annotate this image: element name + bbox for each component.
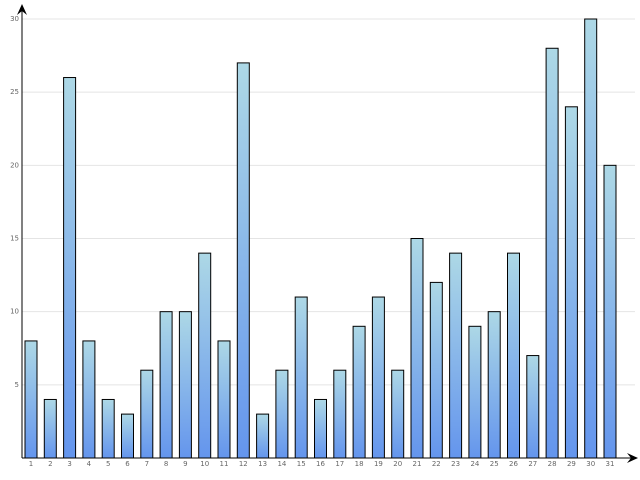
bar <box>603 164 617 459</box>
x-tick-label: 2 <box>48 460 52 468</box>
y-tick-label: 10 <box>10 308 19 316</box>
bar <box>101 398 115 459</box>
x-tick-label: 20 <box>393 460 402 468</box>
x-tick-label: 23 <box>451 460 460 468</box>
x-tick-label: 21 <box>413 460 422 468</box>
x-tick-label: 8 <box>164 460 168 468</box>
bar <box>63 77 77 459</box>
bar <box>526 355 540 459</box>
bar <box>449 252 463 459</box>
x-tick-label: 19 <box>374 460 383 468</box>
x-tick-label: 1 <box>29 460 33 468</box>
y-tick-label: 30 <box>10 15 19 23</box>
bar <box>545 47 559 459</box>
bar <box>178 311 192 459</box>
bar <box>371 296 385 459</box>
bar <box>507 252 520 459</box>
x-tick-label: 12 <box>239 460 248 468</box>
bar <box>121 413 134 459</box>
bar <box>82 340 96 459</box>
y-tick-label: 25 <box>10 88 19 96</box>
x-tick-label: 16 <box>316 460 325 468</box>
bar <box>352 325 366 459</box>
y-tick-label: 5 <box>15 381 19 389</box>
x-tick-label: 15 <box>297 460 306 468</box>
y-tick-label: 15 <box>10 235 19 243</box>
x-tick-label: 3 <box>67 460 71 468</box>
bar <box>333 369 347 459</box>
x-tick-label: 22 <box>432 460 441 468</box>
bar <box>410 238 424 459</box>
x-tick-label: 7 <box>145 460 149 468</box>
bar <box>294 296 308 459</box>
bar <box>43 398 57 459</box>
x-tick-label: 9 <box>183 460 187 468</box>
bar <box>487 311 501 459</box>
x-tick-label: 26 <box>509 460 518 468</box>
x-tick-label: 13 <box>258 460 267 468</box>
x-tick-label: 14 <box>277 460 286 468</box>
x-tick-label: 18 <box>355 460 364 468</box>
x-tick-label: 5 <box>106 460 110 468</box>
bar <box>391 369 405 459</box>
bar <box>584 18 598 459</box>
bar <box>198 252 212 459</box>
x-tick-label: 29 <box>567 460 576 468</box>
bar <box>564 106 578 459</box>
x-tick-label: 10 <box>200 460 209 468</box>
bar <box>159 311 173 459</box>
x-tick-label: 6 <box>125 460 130 468</box>
x-tick-label: 17 <box>335 460 344 468</box>
x-tick-label: 31 <box>606 460 615 468</box>
x-tick-label: 30 <box>586 460 595 468</box>
y-tick-label: 20 <box>10 161 19 169</box>
x-tick-label: 24 <box>470 460 479 468</box>
bar <box>468 325 482 459</box>
bar <box>217 340 231 459</box>
bar <box>236 62 250 459</box>
bar <box>140 369 154 459</box>
bar <box>256 413 270 459</box>
bar <box>314 398 327 459</box>
x-axis-arrow <box>627 453 638 463</box>
x-tick-label: 28 <box>548 460 557 468</box>
x-tick-label: 25 <box>490 460 499 468</box>
y-axis-arrow <box>17 4 27 15</box>
x-tick-label: 27 <box>528 460 537 468</box>
x-tick-label: 11 <box>220 460 229 468</box>
bar <box>429 281 443 459</box>
bar <box>275 369 289 459</box>
bar <box>24 340 38 459</box>
x-tick-label: 4 <box>87 460 92 468</box>
